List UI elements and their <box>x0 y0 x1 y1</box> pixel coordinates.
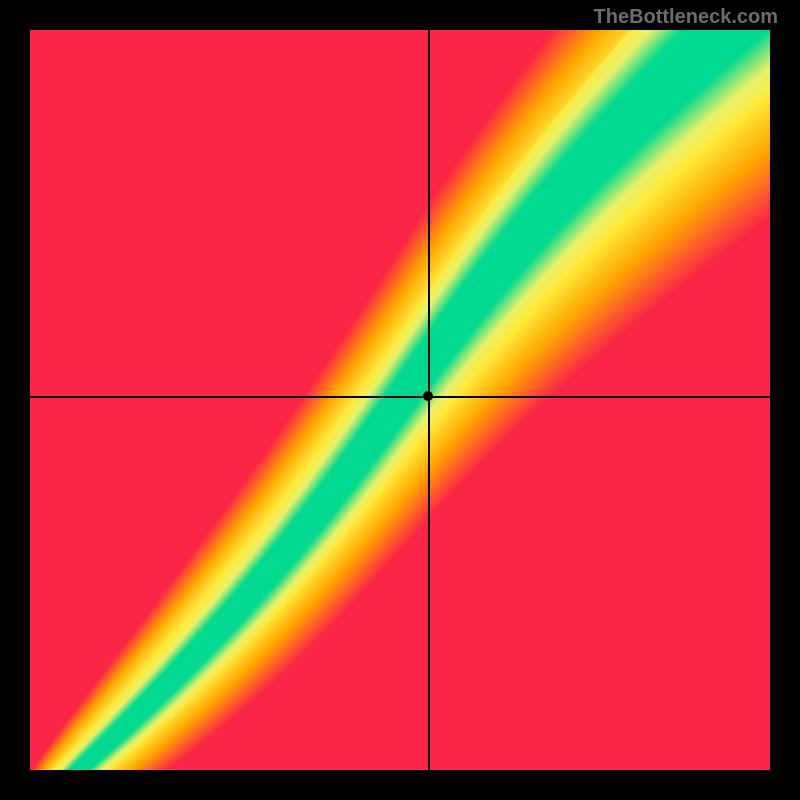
bottleneck-heatmap <box>30 30 770 770</box>
attribution-text: TheBottleneck.com <box>594 6 778 29</box>
heatmap-canvas <box>30 30 770 770</box>
crosshair-horizontal <box>30 396 770 398</box>
operating-point-dot <box>423 391 433 401</box>
